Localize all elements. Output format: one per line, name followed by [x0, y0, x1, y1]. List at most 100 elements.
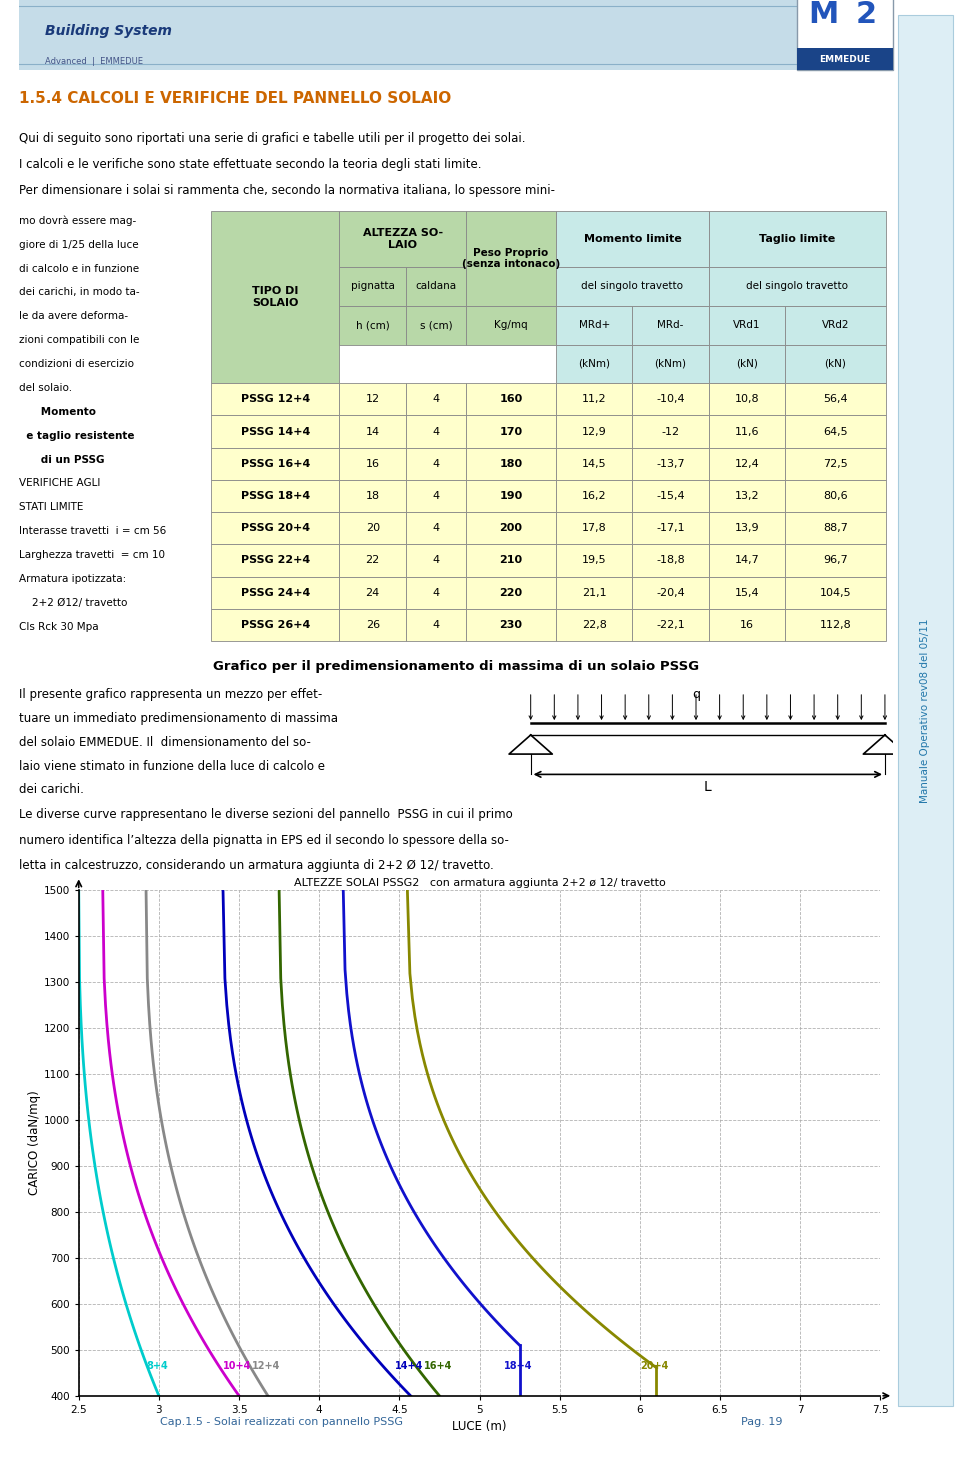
Text: 14,7: 14,7 — [734, 555, 759, 565]
Bar — [556, 267, 708, 306]
Text: 4: 4 — [433, 523, 440, 533]
Bar — [406, 609, 467, 641]
Text: PSSG 18+4: PSSG 18+4 — [241, 491, 310, 501]
Text: EMMEDUE: EMMEDUE — [819, 54, 871, 64]
Text: PSSG 16+4: PSSG 16+4 — [241, 459, 310, 469]
Bar — [633, 383, 708, 415]
Text: 4: 4 — [433, 491, 440, 501]
Bar — [708, 479, 785, 513]
Text: 88,7: 88,7 — [823, 523, 848, 533]
Text: del singolo travetto: del singolo travetto — [582, 281, 684, 291]
Bar — [339, 609, 406, 641]
Text: Taglio limite: Taglio limite — [759, 235, 835, 245]
Text: PSSG 14+4: PSSG 14+4 — [241, 427, 310, 437]
Bar — [708, 267, 886, 306]
Bar — [785, 306, 886, 344]
Bar — [406, 513, 467, 545]
Bar — [785, 383, 886, 415]
Text: 4: 4 — [433, 427, 440, 437]
Text: (kNm): (kNm) — [655, 358, 686, 369]
Bar — [467, 211, 556, 306]
Bar — [633, 306, 708, 344]
Bar — [708, 447, 785, 479]
Text: -12: -12 — [661, 427, 680, 437]
Bar — [467, 415, 556, 447]
Text: 160: 160 — [499, 395, 523, 404]
Text: 11,2: 11,2 — [582, 395, 607, 404]
Text: 22,8: 22,8 — [582, 621, 607, 629]
Bar — [556, 211, 708, 267]
Bar — [708, 415, 785, 447]
Text: 96,7: 96,7 — [823, 555, 848, 565]
Bar — [406, 577, 467, 609]
Bar — [556, 479, 633, 513]
Bar — [406, 415, 467, 447]
Text: 15,4: 15,4 — [734, 587, 759, 597]
Bar — [467, 383, 556, 415]
Text: -17,1: -17,1 — [657, 523, 684, 533]
Text: 18+4: 18+4 — [504, 1361, 532, 1371]
Text: Manuale Operativo rev08 del 05/11: Manuale Operativo rev08 del 05/11 — [921, 618, 930, 803]
Text: 13,9: 13,9 — [734, 523, 759, 533]
Text: Momento limite: Momento limite — [584, 235, 682, 245]
Text: del singolo travetto: del singolo travetto — [746, 281, 849, 291]
Text: zioni compatibili con le: zioni compatibili con le — [19, 335, 139, 345]
Bar — [339, 415, 406, 447]
Bar — [467, 447, 556, 479]
Text: pignatta: pignatta — [350, 281, 395, 291]
Text: 112,8: 112,8 — [820, 621, 852, 629]
Bar — [785, 447, 886, 479]
Text: 4: 4 — [433, 395, 440, 404]
Text: condizioni di esercizio: condizioni di esercizio — [19, 358, 134, 369]
Text: Grafico per il predimensionamento di massima di un solaio PSSG: Grafico per il predimensionamento di mas… — [213, 660, 699, 673]
Text: 10+4: 10+4 — [224, 1361, 252, 1371]
Text: Advanced  |  EMMEDUE: Advanced | EMMEDUE — [45, 57, 143, 66]
Text: Kg/mq: Kg/mq — [494, 321, 528, 331]
Text: 4: 4 — [433, 459, 440, 469]
Text: 80,6: 80,6 — [824, 491, 848, 501]
Text: del solaio EMMEDUE. Il  dimensionamento del so-: del solaio EMMEDUE. Il dimensionamento d… — [19, 736, 311, 749]
Text: 2+2 Ø12/ travetto: 2+2 Ø12/ travetto — [19, 597, 128, 608]
Text: Pag. 19: Pag. 19 — [741, 1418, 782, 1426]
Text: Larghezza travetti  = cm 10: Larghezza travetti = cm 10 — [19, 551, 165, 559]
Bar — [467, 545, 556, 577]
Bar — [633, 479, 708, 513]
Bar — [339, 545, 406, 577]
Text: PSSG 22+4: PSSG 22+4 — [241, 555, 310, 565]
Text: Building System: Building System — [45, 25, 173, 38]
Text: 12,9: 12,9 — [582, 427, 607, 437]
Text: e taglio resistente: e taglio resistente — [19, 431, 134, 440]
Bar — [211, 415, 339, 447]
Bar — [785, 545, 886, 577]
Bar — [339, 306, 406, 344]
Bar — [556, 545, 633, 577]
Text: laio viene stimato in funzione della luce di calcolo e: laio viene stimato in funzione della luc… — [19, 759, 325, 772]
Bar — [406, 545, 467, 577]
Text: -22,1: -22,1 — [657, 621, 685, 629]
Text: tuare un immediato predimensionamento di massima: tuare un immediato predimensionamento di… — [19, 711, 338, 724]
Text: 13,2: 13,2 — [734, 491, 759, 501]
Bar — [708, 344, 785, 383]
Bar — [556, 415, 633, 447]
Text: -10,4: -10,4 — [657, 395, 684, 404]
Text: letta in calcestruzzo, considerando un armatura aggiunta di 2+2 Ø 12/ travetto.: letta in calcestruzzo, considerando un a… — [19, 858, 494, 871]
Bar — [785, 415, 886, 447]
Text: Le diverse curve rappresentano le diverse sezioni del pannello  PSSG in cui il p: Le diverse curve rappresentano le divers… — [19, 809, 513, 822]
Text: h (cm): h (cm) — [356, 321, 390, 331]
Bar — [633, 577, 708, 609]
Bar — [339, 211, 467, 267]
Text: 8+4: 8+4 — [147, 1361, 168, 1371]
Text: I calcoli e le verifiche sono state effettuate secondo la teoria degli stati lim: I calcoli e le verifiche sono state effe… — [19, 159, 482, 170]
Text: Il presente grafico rappresenta un mezzo per effet-: Il presente grafico rappresenta un mezzo… — [19, 688, 323, 701]
Text: 16,2: 16,2 — [582, 491, 607, 501]
Text: 11,6: 11,6 — [734, 427, 759, 437]
Bar — [633, 447, 708, 479]
Text: di calcolo e in funzione: di calcolo e in funzione — [19, 264, 139, 274]
Text: 12: 12 — [366, 395, 380, 404]
Bar — [211, 545, 339, 577]
Text: 22: 22 — [366, 555, 380, 565]
Text: caldana: caldana — [416, 281, 457, 291]
Text: 24: 24 — [366, 587, 380, 597]
Text: PSSG 24+4: PSSG 24+4 — [241, 587, 310, 597]
Text: MRd-: MRd- — [658, 321, 684, 331]
